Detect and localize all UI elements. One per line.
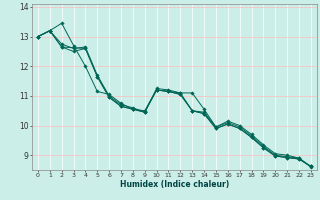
X-axis label: Humidex (Indice chaleur): Humidex (Indice chaleur) xyxy=(120,180,229,189)
